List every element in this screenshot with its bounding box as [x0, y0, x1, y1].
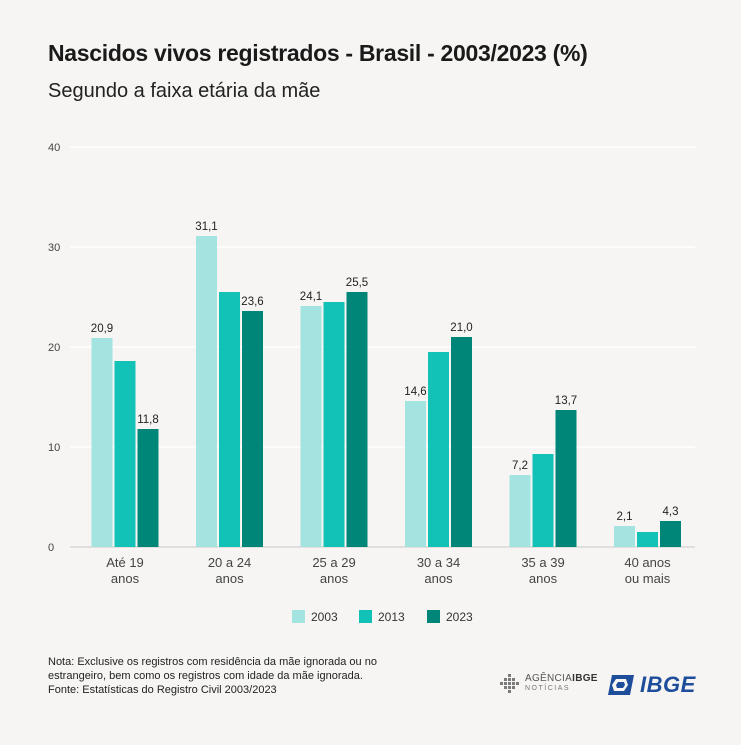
data-label: 4,3: [663, 506, 679, 518]
legend-swatch: [359, 610, 372, 623]
bar: [614, 526, 635, 547]
bar: [114, 361, 136, 547]
bar: [451, 337, 472, 547]
ibge-wordmark: IBGE: [640, 672, 696, 697]
bar: [637, 532, 658, 547]
data-label: 21,0: [450, 322, 472, 334]
chart-title: Nascidos vivos registrados - Brasil - 20…: [48, 40, 588, 66]
x-tick-label: 35 a 39: [521, 555, 564, 570]
bar: [91, 338, 113, 547]
bar: [196, 236, 217, 547]
y-tick-label: 40: [48, 142, 60, 154]
bar: [428, 352, 449, 547]
bars: [91, 236, 681, 547]
data-labels: 20,9 11,8 31,1 23,6 24,1 25,5 14,6 21,0 7,2 13,7 2…: [91, 221, 679, 523]
x-tick-label: anos: [529, 571, 558, 586]
gridlines: [70, 146, 695, 548]
y-tick-label: 10: [48, 442, 60, 454]
y-axis-ticks: 0 10 20 30 40: [48, 142, 60, 554]
data-label: 7,2: [512, 460, 528, 472]
data-label: 23,6: [241, 296, 263, 308]
data-label: 2,1: [617, 511, 633, 523]
data-label: 11,8: [137, 414, 159, 426]
dots-icon: [500, 674, 522, 694]
data-label: 20,9: [91, 323, 113, 335]
x-tick-label: 40 anos: [624, 555, 671, 570]
chart-subtitle: Segundo a faixa etária da mãe: [48, 80, 321, 102]
bar: [242, 311, 263, 547]
x-tick-label: Até 19: [106, 555, 144, 570]
data-label: 13,7: [555, 395, 577, 407]
bar: [137, 429, 159, 547]
x-tick-label: anos: [111, 571, 140, 586]
bar: [323, 302, 345, 547]
x-tick-label: ou mais: [625, 571, 671, 586]
x-tick-label: anos: [424, 571, 453, 586]
noticias-label: NOTÍCIAS: [525, 685, 571, 692]
bar: [219, 292, 240, 547]
bar: [532, 454, 554, 547]
legend-swatch: [292, 610, 305, 623]
x-tick-label: 25 a 29: [312, 555, 355, 570]
y-tick-label: 30: [48, 242, 60, 254]
agencia-ibge-logo: AGÊNCIAIBGE NOTÍCIAS: [500, 674, 598, 694]
legend-label: 2013: [378, 610, 405, 624]
footnote: Nota: Exclusive os registros com residên…: [48, 655, 428, 697]
bar: [300, 306, 322, 547]
bar: [509, 475, 531, 547]
agencia-label: AGÊNCIAIBGE: [525, 673, 598, 684]
data-label: 25,5: [346, 277, 368, 289]
y-tick-label: 20: [48, 342, 60, 354]
footnote-line-2: estrangeiro, bem como os registros com i…: [48, 670, 363, 682]
source-line: Fonte: Estatísticas do Registro Civil 20…: [48, 684, 277, 696]
x-tick-label: 30 a 34: [417, 555, 460, 570]
legend-swatch: [427, 610, 440, 623]
footnote-line-1: Nota: Exclusive os registros com residên…: [48, 656, 377, 668]
x-tick-label: anos: [215, 571, 244, 586]
bar: [405, 401, 426, 547]
logos: AGÊNCIAIBGE NOTÍCIAS IBGE: [500, 672, 700, 700]
bar: [555, 410, 577, 547]
y-tick-label: 0: [48, 542, 54, 554]
bar: [346, 292, 368, 547]
legend-label: 2023: [446, 610, 473, 624]
data-label: 31,1: [195, 221, 217, 233]
bar-chart: 0 10 20 30 40 20,9 11,8 31,1 23,6 24,1 25,5 14,6 21…: [48, 142, 695, 624]
ibge-mark-icon: [608, 675, 634, 695]
x-tick-label: anos: [320, 571, 349, 586]
ibge-logo: IBGE: [608, 672, 696, 698]
bar: [660, 521, 681, 547]
data-label: 14,6: [404, 386, 426, 398]
x-tick-label: 20 a 24: [208, 555, 251, 570]
data-label: 24,1: [300, 291, 322, 303]
legend: 2003 2013 2023: [292, 610, 473, 624]
legend-label: 2003: [311, 610, 338, 624]
